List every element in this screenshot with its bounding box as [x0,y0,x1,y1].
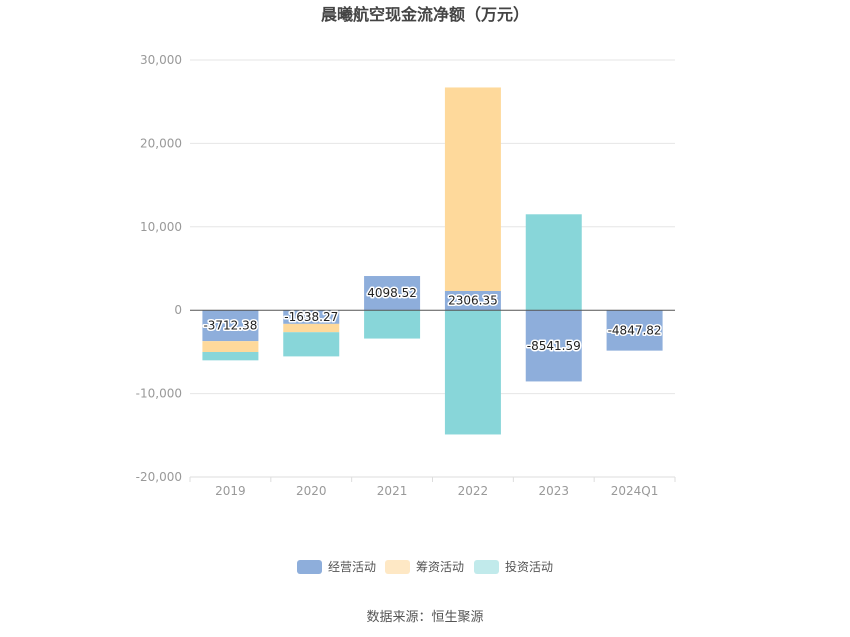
bar-2019-s1[interactable] [202,341,259,353]
bar-2020-s1[interactable] [283,323,340,333]
legend-swatch [297,560,322,574]
y-tick-label: 30,000 [140,53,182,67]
data-label-2024Q1: -4847.82 [608,323,662,337]
legend-item-0[interactable]: 经营活动 [297,560,376,574]
x-tick-label: 2020 [296,484,327,498]
bar-2021-s2[interactable] [364,310,421,339]
y-tick-label: -10,000 [136,387,182,401]
x-tick-label: 2019 [215,484,246,498]
x-tick-label: 2023 [538,484,569,498]
bar-2024Q1-s0[interactable] [606,310,663,351]
data-label-2020: -1638.27 [284,310,338,324]
bars [202,87,663,435]
bar-2022-s2[interactable] [444,310,501,435]
legend-swatch [474,560,499,574]
bar-2021-s0[interactable] [364,276,421,311]
y-tick-label: -20,000 [136,470,182,484]
y-tick-label: 10,000 [140,220,182,234]
legend-item-2[interactable]: 投资活动 [474,559,553,574]
bar-2019-s0[interactable] [202,310,259,342]
data-label-2021: 4098.52 [367,286,417,300]
y-tick-label: 0 [174,303,182,317]
x-tick-label: 2021 [377,484,408,498]
bar-2023-s0[interactable] [525,310,582,382]
y-tick-label: 20,000 [140,136,182,150]
bar-2020-s0[interactable] [283,310,340,324]
bar-2020-s2[interactable] [283,332,340,357]
data-label-2019: -3712.38 [203,319,257,333]
bar-2023-s2[interactable] [525,214,582,311]
chart-title: 晨曦航空现金流净额（万元） [321,5,529,24]
source-note: 数据来源：恒生聚源 [366,610,483,625]
bar-2022-s1[interactable] [444,87,501,291]
legend-label: 筹资活动 [416,560,464,574]
x-tick-label: 2022 [458,484,489,498]
data-labels: -3712.38 -1638.27 4098.52 2306.35 -8541.59 -4… [202,285,663,355]
legend-item-1[interactable]: 筹资活动 [385,560,464,574]
legend-swatch [385,560,410,574]
x-tick-label: 2024Q1 [611,484,659,498]
x-axis: 2019 2020 2021 2022 2023 2024Q1 [189,476,676,498]
bar-2019-s2[interactable] [202,352,259,361]
legend-label: 经营活动 [328,560,376,574]
legend-label: 投资活动 [505,559,553,574]
legend[interactable]: 经营活动 筹资活动 投资活动 [297,559,553,574]
data-label-2023: -8541.59 [527,339,581,353]
data-label-2022: 2306.35 [448,294,498,308]
grid: -20,000 -10,000 0 10,000 20,000 30,000 [136,53,675,484]
bar-2022-s0[interactable] [444,290,501,311]
